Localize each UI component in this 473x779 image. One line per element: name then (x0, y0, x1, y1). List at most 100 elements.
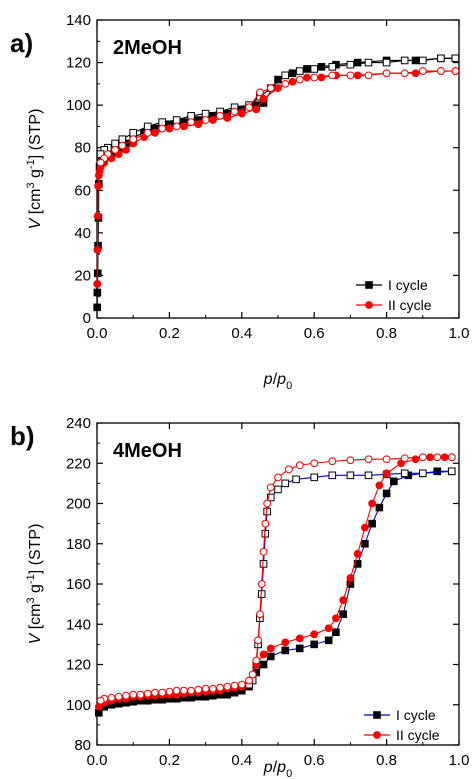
data-point (281, 638, 290, 647)
x-tick-label: 0.6 (304, 752, 325, 769)
data-point (281, 479, 290, 488)
data-point (419, 469, 427, 478)
data-point (201, 109, 210, 118)
legend-marker (373, 711, 381, 719)
data-point (451, 54, 460, 63)
data-point (310, 473, 318, 482)
y-tick-label: 0 (83, 310, 91, 327)
y-tick-label: 60 (74, 182, 91, 199)
data-point (107, 693, 116, 702)
series-line-adsorption (96, 57, 456, 308)
data-point (237, 680, 246, 689)
data-point (237, 109, 246, 118)
data-point (263, 499, 272, 508)
data-point (257, 580, 266, 588)
legend-label: I cycle (396, 707, 436, 723)
series-1 (95, 467, 456, 717)
data-point (172, 116, 181, 124)
y-tick-label: 200 (66, 496, 91, 513)
x-tick-label: 0.2 (159, 752, 180, 769)
data-point (201, 684, 210, 693)
inset-label: 2MeOH (113, 37, 182, 59)
x-tick-label: 0.0 (87, 752, 108, 769)
data-point (418, 453, 427, 462)
data-point (172, 122, 181, 131)
x-tick-label: 0.0 (87, 325, 108, 342)
legend-marker (373, 731, 381, 739)
data-point (179, 686, 188, 695)
data-point (295, 461, 304, 470)
data-point (437, 67, 445, 75)
data-point (328, 457, 337, 466)
data-point (187, 686, 196, 695)
y-tick-label: 220 (66, 455, 91, 472)
y-tick-label: 80 (74, 140, 91, 157)
panel-letter: b) (10, 421, 35, 451)
data-point (129, 129, 137, 137)
legend: I cycle II cycle (356, 277, 432, 313)
series-2 (93, 67, 460, 288)
data-point (122, 691, 130, 700)
data-point (346, 60, 355, 69)
data-point (158, 124, 167, 133)
data-point (266, 493, 275, 502)
data-point (118, 135, 127, 143)
inset-label: 4MeOH (113, 440, 182, 462)
data-point (256, 88, 264, 97)
data-point (111, 145, 119, 154)
y-tick-label: 140 (66, 12, 91, 29)
y-tick-label: 140 (66, 616, 91, 633)
panel-letter: a) (10, 28, 33, 58)
data-point (303, 73, 311, 82)
series-line-desorption (100, 456, 452, 702)
data-point (310, 459, 319, 468)
data-point (259, 547, 268, 556)
x-tick-label: 0.4 (231, 325, 252, 342)
y-tick-label: 80 (74, 737, 91, 754)
data-point (266, 644, 275, 653)
data-point (364, 455, 373, 464)
data-point (339, 610, 347, 618)
x-tick-label: 1.0 (449, 325, 470, 342)
data-point (447, 453, 456, 462)
legend-marker (365, 301, 373, 309)
data-point (364, 71, 373, 80)
data-point (143, 122, 152, 131)
chart-panel-1: 0.0 0.2 0.4 0.6 0.8 1.0 0 20 40 60 80 100 120 140 a) 2M… (10, 12, 469, 392)
y-tick-label: 100 (66, 697, 91, 714)
series-1 (93, 54, 460, 312)
data-point (310, 640, 318, 649)
data-point (143, 128, 152, 137)
data-point (284, 465, 293, 474)
data-point (187, 118, 196, 127)
data-point (328, 63, 337, 71)
data-point (375, 503, 384, 512)
data-point (266, 483, 275, 492)
data-point (303, 65, 311, 73)
data-point (96, 696, 105, 705)
y-tick-label: 120 (66, 657, 91, 674)
data-point (118, 141, 127, 150)
data-point (274, 485, 282, 494)
data-point (248, 670, 257, 679)
data-point (259, 650, 268, 659)
data-point (93, 288, 102, 297)
data-point (93, 280, 102, 288)
x-tick-label: 1.0 (449, 752, 470, 769)
data-point (339, 596, 348, 604)
data-point (281, 79, 290, 88)
data-point (114, 692, 123, 701)
y-tick-label: 20 (74, 267, 91, 284)
data-point (254, 636, 262, 645)
y-axis-title: V [cm3 g-1] (STP) (25, 524, 44, 645)
data-point (111, 139, 119, 148)
series-line-adsorption (98, 456, 452, 708)
data-point (353, 58, 362, 67)
data-point (382, 489, 391, 498)
data-point (187, 111, 195, 120)
data-point (400, 69, 409, 78)
data-point (353, 549, 362, 558)
plot-frame (96, 19, 460, 319)
data-point (136, 690, 145, 699)
data-point (411, 455, 420, 464)
